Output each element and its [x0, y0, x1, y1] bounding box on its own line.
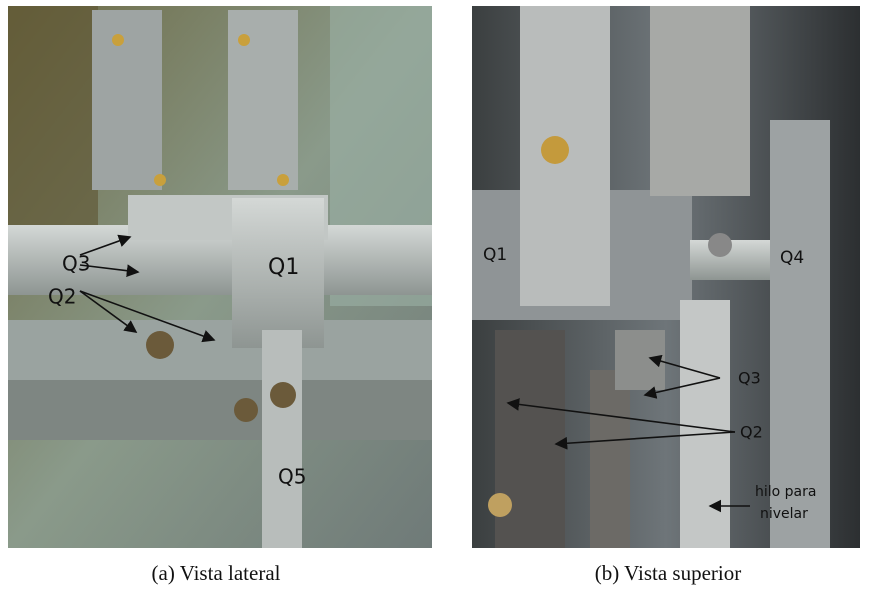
- label: Q5: [278, 465, 306, 489]
- photo-superior: [472, 6, 860, 548]
- photo-lateral: [8, 6, 432, 548]
- label: Q3: [62, 252, 90, 276]
- note: nivelar: [760, 506, 808, 522]
- label: Q3: [738, 369, 761, 388]
- caption: (b) Vista superior: [595, 561, 742, 585]
- figure: Q3 Q2 Q1 Q5 Q1 Q4 Q3 Q2 hilo para nivela…: [0, 0, 872, 589]
- label: Q2: [48, 285, 76, 309]
- label: Q1: [268, 255, 299, 280]
- label: Q4: [780, 248, 804, 268]
- note: hilo para: [755, 484, 816, 500]
- label: Q2: [740, 423, 763, 442]
- label: Q1: [483, 245, 507, 265]
- caption: (a) Vista lateral: [152, 561, 281, 585]
